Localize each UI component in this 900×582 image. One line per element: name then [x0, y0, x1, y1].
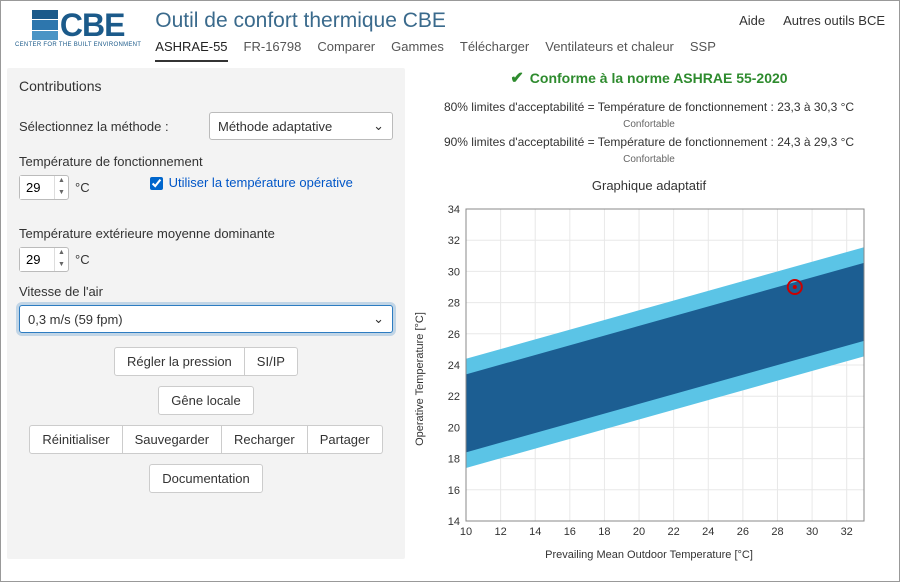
save-button[interactable]: Sauvegarder — [122, 425, 222, 454]
panel-title: Contributions — [19, 78, 393, 94]
app-title: Outil de confort thermique CBE — [155, 9, 739, 33]
svg-text:30: 30 — [448, 267, 460, 279]
adaptive-chart: Operative Temperature [°C] 1012141618202… — [424, 199, 874, 559]
svg-text:28: 28 — [771, 526, 783, 538]
logo-subtitle: CENTER FOR THE BUILT ENVIRONMENT — [15, 42, 141, 48]
top-links: Aide Autres outils BCE — [739, 9, 885, 28]
svg-text:12: 12 — [494, 526, 506, 538]
tab-bar: ASHRAE-55 FR-16798 Comparer Gammes Télécharg… — [155, 39, 739, 62]
use-operative-label: Utiliser la température opérative — [169, 175, 353, 190]
compliance-text: Conforme à la norme ASHRAE 55-2020 — [530, 70, 788, 86]
stepper-down-icon[interactable]: ▼ — [55, 260, 68, 272]
svg-text:14: 14 — [529, 526, 541, 538]
tab-ssp[interactable]: SSP — [690, 39, 716, 62]
limit90-text: 90% limites d'acceptabilité = Températur… — [417, 133, 881, 152]
svg-text:20: 20 — [448, 423, 460, 435]
op-temp-label: Température de fonctionnement — [19, 154, 393, 169]
chart-title: Graphique adaptatif — [417, 178, 881, 193]
outdoor-temp-label: Température extérieure moyenne dominante — [19, 226, 393, 241]
tab-t-l-charger[interactable]: Télécharger — [460, 39, 529, 62]
method-value: Méthode adaptative — [218, 119, 332, 134]
documentation-button[interactable]: Documentation — [149, 464, 262, 493]
chevron-down-icon: ⌄ — [373, 118, 384, 134]
svg-text:10: 10 — [460, 526, 472, 538]
inputs-panel: Contributions Sélectionnez la méthode : … — [7, 68, 405, 559]
op-temp-input[interactable]: ▲▼ — [19, 175, 69, 200]
svg-text:30: 30 — [806, 526, 818, 538]
siip-button[interactable]: SI/IP — [244, 347, 298, 376]
air-speed-label: Vitesse de l'air — [19, 284, 393, 299]
limit80-status: Confortable — [417, 117, 881, 133]
method-select[interactable]: Méthode adaptative ⌄ — [209, 112, 393, 140]
op-temp-field[interactable] — [20, 176, 54, 199]
svg-text:16: 16 — [448, 485, 460, 497]
limit90-status: Confortable — [417, 152, 881, 168]
svg-text:18: 18 — [598, 526, 610, 538]
help-link[interactable]: Aide — [739, 13, 765, 28]
logo-text: CBE — [60, 9, 125, 41]
air-speed-select[interactable]: 0,3 m/s (59 fpm) ⌄ — [19, 305, 393, 333]
unit-c: °C — [75, 180, 90, 195]
tab-gammes[interactable]: Gammes — [391, 39, 444, 62]
reset-button[interactable]: Réinitialiser — [29, 425, 122, 454]
outdoor-temp-input[interactable]: ▲▼ — [19, 247, 69, 272]
svg-text:24: 24 — [448, 360, 460, 372]
logo-icon — [32, 10, 58, 40]
use-operative-checkbox[interactable] — [150, 177, 163, 190]
svg-text:14: 14 — [448, 516, 460, 528]
svg-text:28: 28 — [448, 298, 460, 310]
svg-text:32: 32 — [841, 526, 853, 538]
chart-ylabel: Operative Temperature [°C] — [414, 312, 426, 446]
chevron-down-icon: ⌄ — [373, 311, 384, 327]
svg-text:20: 20 — [633, 526, 645, 538]
tab-fr-16798[interactable]: FR-16798 — [244, 39, 302, 62]
chart-xlabel: Prevailing Mean Outdoor Temperature [°C] — [545, 549, 753, 561]
svg-text:34: 34 — [448, 204, 460, 216]
svg-text:22: 22 — [668, 526, 680, 538]
pressure-button[interactable]: Régler la pression — [114, 347, 245, 376]
stepper-up-icon[interactable]: ▲ — [55, 176, 68, 188]
svg-text:18: 18 — [448, 454, 460, 466]
other-tools-link[interactable]: Autres outils BCE — [783, 13, 885, 28]
share-button[interactable]: Partager — [307, 425, 383, 454]
stepper-down-icon[interactable]: ▼ — [55, 188, 68, 200]
tab-ventilateurs-et-chaleur[interactable]: Ventilateurs et chaleur — [545, 39, 674, 62]
unit-c: °C — [75, 252, 90, 267]
check-icon: ✔ — [510, 68, 523, 88]
svg-text:26: 26 — [448, 329, 460, 341]
svg-text:26: 26 — [737, 526, 749, 538]
tab-ashrae-55[interactable]: ASHRAE-55 — [155, 39, 227, 62]
reload-button[interactable]: Recharger — [221, 425, 308, 454]
results-panel: ✔ Conforme à la norme ASHRAE 55-2020 80%… — [413, 68, 885, 559]
tab-comparer[interactable]: Comparer — [317, 39, 375, 62]
logo: CBE CENTER FOR THE BUILT ENVIRONMENT — [15, 9, 141, 48]
svg-text:24: 24 — [702, 526, 714, 538]
stepper-up-icon[interactable]: ▲ — [55, 248, 68, 260]
air-speed-value: 0,3 m/s (59 fpm) — [28, 312, 123, 327]
outdoor-temp-field[interactable] — [20, 248, 54, 271]
svg-text:32: 32 — [448, 236, 460, 248]
svg-text:22: 22 — [448, 392, 460, 404]
method-label: Sélectionnez la méthode : — [19, 119, 209, 134]
svg-text:16: 16 — [564, 526, 576, 538]
limit80-text: 80% limites d'acceptabilité = Températur… — [417, 98, 881, 117]
local-discomfort-button[interactable]: Gêne locale — [158, 386, 253, 415]
